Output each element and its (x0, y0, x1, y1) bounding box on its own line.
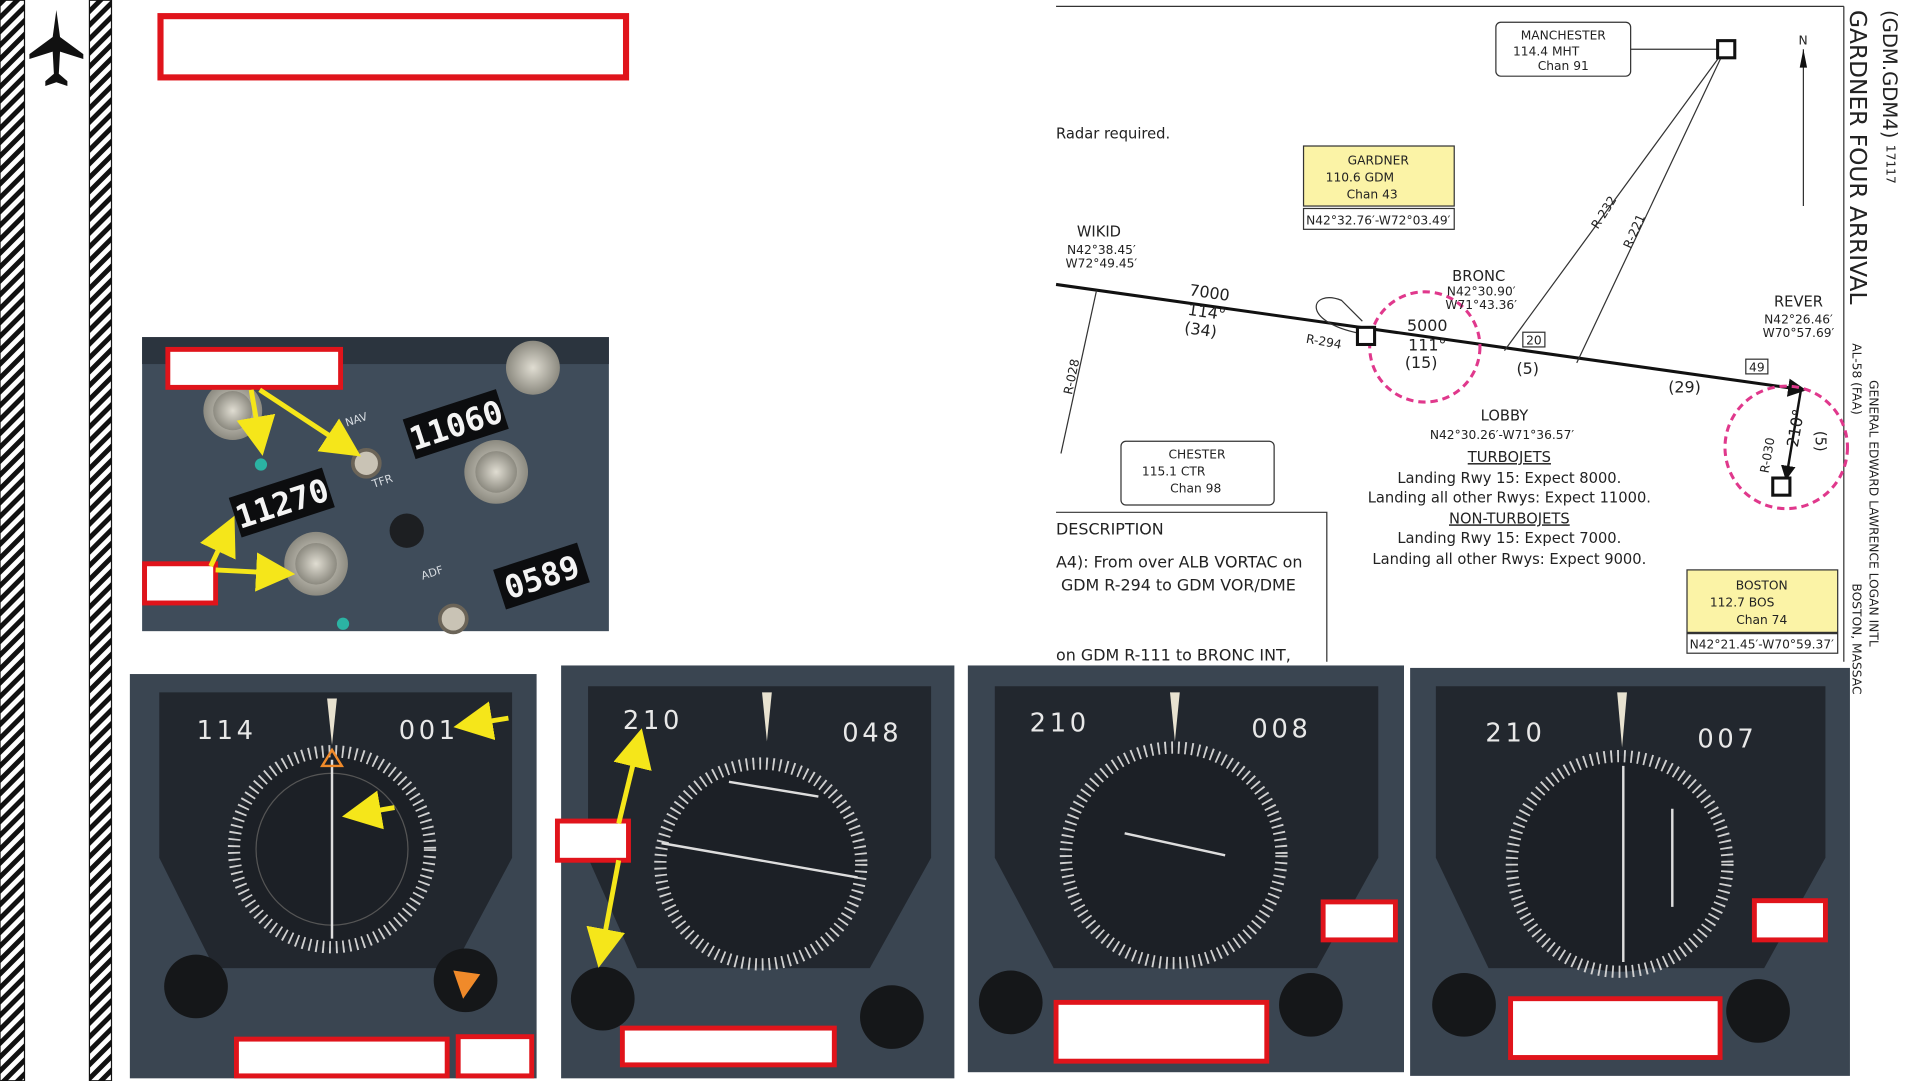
nav-freq: 110.6 GDM (1326, 171, 1394, 185)
leg-course: 111° (1408, 336, 1446, 355)
fix-lon: W70°57.69′ (1763, 326, 1835, 340)
nav-chan: Chan 74 (1736, 613, 1787, 627)
nav-freq: 112.7 BOS (1710, 596, 1775, 610)
leg-altitude: 5000 (1407, 316, 1447, 335)
fix-lat: N42°38.45′ (1067, 243, 1136, 257)
nav-freq: 114.4 MHT (1513, 44, 1580, 58)
chart-ref: AL-58 (FAA) (1849, 343, 1863, 414)
description-line: GDM R-294 to GDM VOR/DME (1061, 576, 1296, 595)
radial: R-232 (1589, 194, 1620, 232)
leg-distance: (15) (1405, 353, 1438, 372)
chart-title: GARDNER FOUR ARRIVAL (1844, 10, 1871, 304)
hsi-panel: 210 007 (1410, 667, 1850, 1076)
nav-chan: Chan 98 (1170, 482, 1221, 496)
description-line: A4): From over ALB VORTAC on (1056, 552, 1302, 571)
course-readout: 210 (623, 706, 683, 736)
section-heading: TURBOJETS (1467, 449, 1551, 466)
nav-coords: N42°32.76′-W72°03.49′ (1306, 213, 1451, 227)
redaction-box (157, 13, 630, 81)
description-heading: DESCRIPTION (1056, 519, 1164, 538)
leg-distance: (29) (1668, 377, 1701, 396)
fix-name: WIKID (1077, 224, 1121, 241)
tfr-label: TFR (370, 472, 395, 491)
fix-name: REVER (1774, 294, 1823, 311)
hsi-panel: 114 001 (129, 674, 537, 1079)
nav-chan: Chan 43 (1347, 188, 1398, 202)
nav-name: BOSTON (1736, 579, 1788, 593)
distance-readout: 007 (1697, 725, 1757, 755)
instruction: Landing Rwy 15: Expect 7000. (1397, 530, 1621, 547)
leg-distance: (34) (1183, 318, 1218, 341)
radial: R-221 (1621, 212, 1648, 250)
nav-coords: N42°21.45′-W70°59.37′ (1690, 637, 1835, 651)
leg-distance: (5) (1812, 431, 1829, 452)
distance-readout: 001 (399, 716, 459, 746)
fix-lon: W71°43.36′ (1445, 298, 1517, 312)
course-readout: 210 (1030, 709, 1090, 739)
leg-course: 210° (1783, 408, 1808, 449)
nav-name: MANCHESTER (1521, 28, 1607, 42)
instruction: Landing all other Rwys: Expect 9000. (1372, 551, 1646, 568)
radial: R-028 (1061, 358, 1082, 396)
radial: R-294 (1305, 332, 1343, 352)
airport-city: BOSTON, MASSAC (1849, 583, 1863, 694)
redaction-box (165, 346, 344, 390)
nav-freq: 115.1 CTR (1142, 465, 1206, 479)
note: Radar required. (1056, 126, 1170, 143)
fix-name: BRONC (1452, 268, 1505, 285)
airplane-icon (29, 10, 84, 86)
mea: 20 (1526, 333, 1542, 347)
approach-chart (1055, 5, 1850, 662)
instruction: Landing all other Rwys: Expect 11000. (1368, 490, 1651, 507)
fix-name: LOBBY (1481, 407, 1529, 424)
airport-name: GENERAL EDWARD LAWRENCE LOGAN INTL (1867, 380, 1881, 647)
fix-lat: N42°30.90′ (1447, 284, 1516, 298)
radial: R-030 (1758, 436, 1778, 474)
north-label: N (1798, 33, 1807, 47)
chart-code: (GDM.GDM4) (1878, 10, 1901, 138)
fix-coords: N42°30.26′-W71°36.57′ (1430, 428, 1575, 442)
distance-readout: 008 (1251, 715, 1311, 745)
course-readout: 210 (1485, 718, 1545, 748)
instruction: Landing Rwy 15: Expect 8000. (1397, 470, 1621, 487)
leg-distance: (5) (1516, 359, 1539, 378)
nav-chan: Chan 91 (1538, 59, 1589, 73)
hsi-panel: 210 048 (554, 665, 955, 1079)
sidebar (0, 0, 113, 1081)
arrows (200, 387, 362, 592)
section-heading: NON-TURBOJETS (1449, 510, 1570, 527)
radio-panel-photo: 11270 11060 0589 NAV TFR ADF (142, 337, 609, 635)
nav-name: CHESTER (1168, 447, 1226, 461)
hsi-panel: 210 008 (967, 665, 1404, 1073)
mea: 49 (1749, 360, 1765, 374)
nav-name: GARDNER (1348, 153, 1410, 167)
course-readout: 114 (197, 716, 257, 746)
distance-readout: 048 (842, 718, 902, 748)
redaction-box (142, 561, 219, 606)
fix-lat: N42°26.46′ (1764, 313, 1833, 327)
fix-lon: W72°49.45′ (1066, 256, 1138, 270)
description-line: on GDM R-111 to BRONC INT, (1056, 646, 1291, 665)
chart-date: 17117 (1884, 145, 1898, 184)
